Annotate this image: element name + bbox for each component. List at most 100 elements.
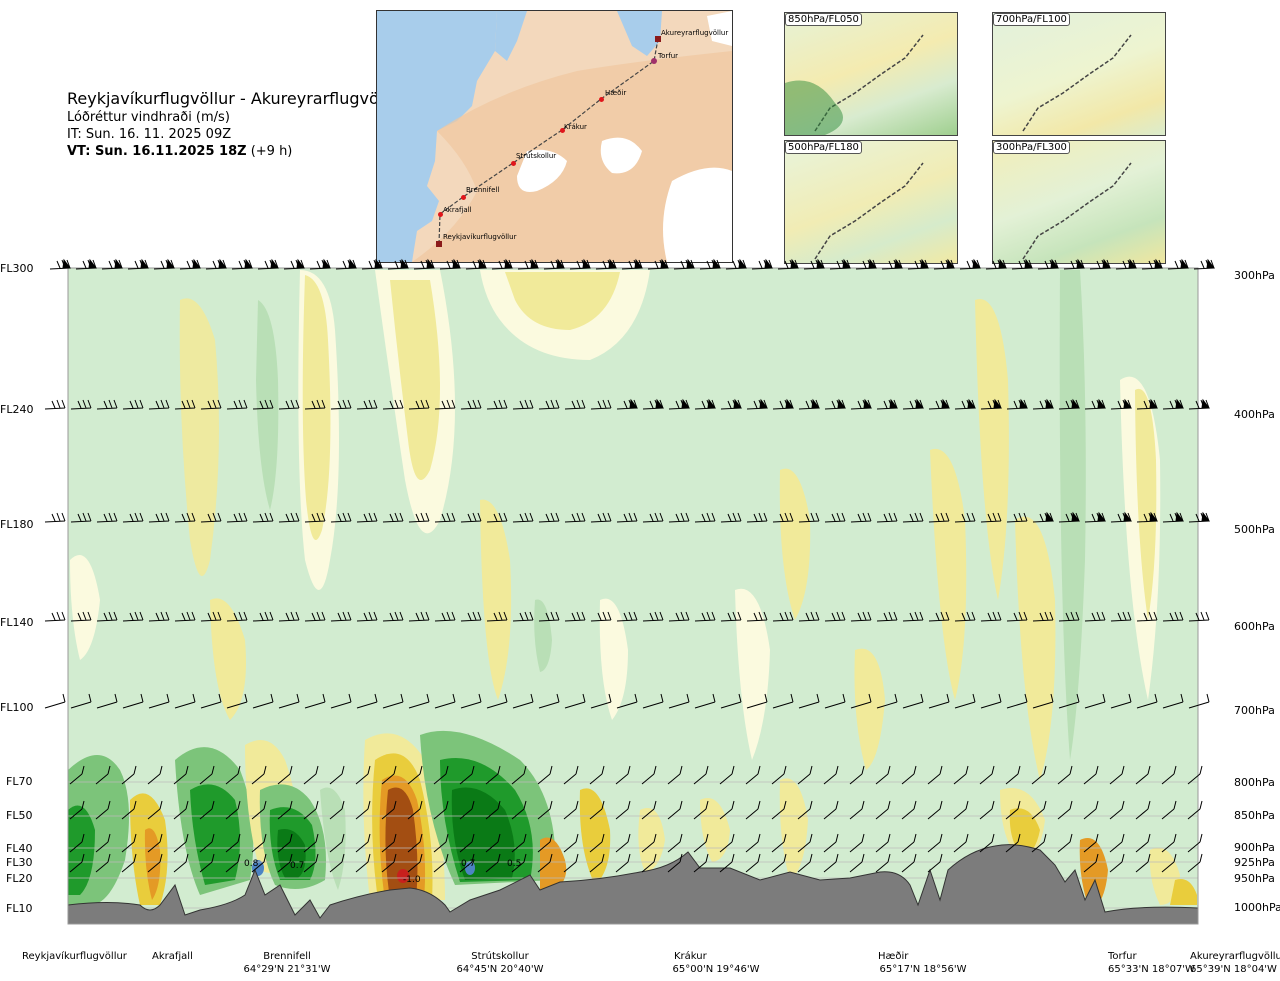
wind-barb (1109, 853, 1125, 873)
wind-flag (296, 258, 305, 269)
wind-barb (980, 512, 1002, 523)
wind-barb (850, 399, 872, 410)
pressure-label: 400hPa (1234, 408, 1275, 421)
wind-barb (491, 259, 513, 270)
wind-flag (322, 258, 331, 269)
wind-barb (153, 259, 175, 270)
wind-barb (564, 399, 586, 410)
wind-barb (902, 399, 924, 410)
wind-barb (979, 833, 995, 853)
low-features (68, 730, 1197, 910)
wind-barb (434, 693, 456, 709)
wind-flag (863, 398, 872, 409)
wind-barb (252, 693, 274, 709)
wind-barb (824, 693, 846, 709)
variable-label: Lóðréttur vindhraði (m/s) (67, 110, 230, 125)
wind-flag (764, 258, 773, 269)
wind-barb (1032, 512, 1054, 523)
waypoint-coord: 65°39'N 18°04'W (1190, 964, 1277, 975)
wind-flag (1102, 258, 1111, 269)
panel-label: 500hPa/FL180 (785, 141, 862, 154)
wind-barb (433, 833, 449, 853)
wind-barb (278, 693, 300, 709)
wind-barb (225, 800, 241, 820)
wind-barb (1162, 693, 1184, 709)
wind-barb (693, 800, 709, 820)
pressure-label: 850hPa (1234, 809, 1275, 822)
fl-label: FL20 (6, 872, 33, 885)
wind-barb (512, 611, 534, 622)
wind-barb (148, 611, 170, 622)
wind-flag (1097, 398, 1106, 409)
wind-barb (304, 512, 326, 523)
wind-barb (615, 853, 631, 873)
wind-barb (408, 399, 430, 410)
wind-barb (251, 853, 267, 873)
wind-barb (537, 800, 553, 820)
panel-850: 850hPa/FL050 (784, 12, 958, 136)
wind-barb (615, 833, 631, 853)
wind-barb (824, 611, 846, 622)
wind-flag (1024, 258, 1033, 269)
wind-barb (1188, 399, 1210, 410)
wind-barb (927, 765, 943, 785)
fl-label: FL180 (0, 518, 34, 531)
wind-barb (1161, 853, 1177, 873)
wind-barb (564, 611, 586, 622)
wind-barb (277, 853, 293, 873)
wind-flag (811, 398, 820, 409)
wind-barb (381, 853, 397, 873)
wind-flag (244, 258, 253, 269)
wind-barb (225, 765, 241, 785)
wind-barb (200, 512, 222, 523)
wind-barb (1135, 800, 1151, 820)
wind-barb (876, 693, 898, 709)
wind-flag (785, 398, 794, 409)
waypoint-torfur: Torfur 65°33'N 18°07'W (1108, 950, 1195, 976)
wind-barb (616, 693, 638, 709)
wind-flag (348, 258, 357, 269)
wind-barb (668, 512, 690, 523)
wind-barb (173, 765, 189, 785)
wind-barb (335, 259, 357, 270)
wind-barb (745, 765, 761, 785)
wind-barb (589, 833, 605, 853)
wind-barb (798, 693, 820, 709)
wind-barb (1161, 800, 1177, 820)
wind-flag (426, 258, 435, 269)
wind-barb (668, 693, 690, 709)
wind-barb (928, 693, 950, 709)
waypoint-name: Brennifell (263, 951, 311, 962)
wind-barb (303, 765, 319, 785)
wind-barb (980, 611, 1002, 622)
wind-barb (511, 800, 527, 820)
waypoint-marker (438, 212, 443, 217)
wind-flag (1123, 511, 1132, 522)
wind-flag (192, 258, 201, 269)
wind-barb (251, 765, 267, 785)
wind-barb (589, 765, 605, 785)
pressure-label: 1000hPa (1234, 901, 1280, 914)
wind-flag (530, 258, 539, 269)
wind-barb (75, 259, 97, 270)
wind-barb (907, 259, 929, 270)
wind-flag (894, 258, 903, 269)
wind-barb (226, 693, 248, 709)
wind-barb (953, 800, 969, 820)
wind-barb (434, 399, 456, 410)
waypoint-coord: 64°45'N 20°40'W (456, 964, 544, 975)
wind-barb (1057, 765, 1073, 785)
wind-barb (647, 259, 669, 270)
wind-barb (954, 611, 976, 622)
wind-barb (616, 399, 638, 410)
wind-barb (382, 611, 404, 622)
wind-barb (356, 611, 378, 622)
wind-barb (901, 800, 917, 820)
wind-barb (434, 512, 456, 523)
wind-barb (823, 765, 839, 785)
wind-flag (88, 258, 97, 269)
wind-barb (381, 765, 397, 785)
waypoint-name: Krákur (674, 951, 707, 962)
wind-barb (329, 853, 345, 873)
wind-barb (823, 800, 839, 820)
